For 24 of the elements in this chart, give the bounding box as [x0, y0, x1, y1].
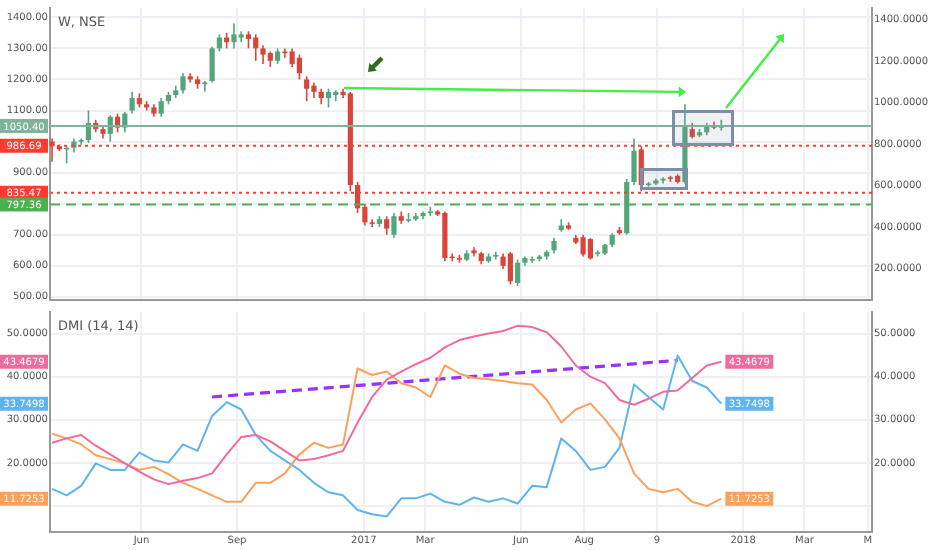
candlestick: [493, 251, 499, 261]
candlestick: [209, 46, 215, 84]
candlestick: [471, 246, 477, 258]
candlestick: [325, 87, 332, 109]
candlestick: [231, 22, 237, 50]
candlestick: [369, 218, 375, 228]
candlestick: [129, 91, 135, 115]
candlestick: [580, 233, 586, 258]
candlestick: [282, 47, 288, 59]
candlestick: [587, 237, 593, 261]
candlestick: [296, 53, 303, 81]
candlestick: [158, 97, 164, 118]
candlestick: [304, 75, 310, 102]
candlestick: [507, 251, 513, 286]
candlestick: [289, 47, 295, 68]
candlestick: [187, 72, 193, 84]
candlestick: [384, 215, 390, 236]
candlestick: [391, 212, 397, 239]
candlestick: [638, 145, 644, 193]
candlestick: [515, 258, 521, 287]
candlestick: [442, 210, 448, 262]
candlestick: [333, 89, 339, 102]
candlestick: [180, 72, 186, 95]
candlestick: [78, 137, 84, 146]
